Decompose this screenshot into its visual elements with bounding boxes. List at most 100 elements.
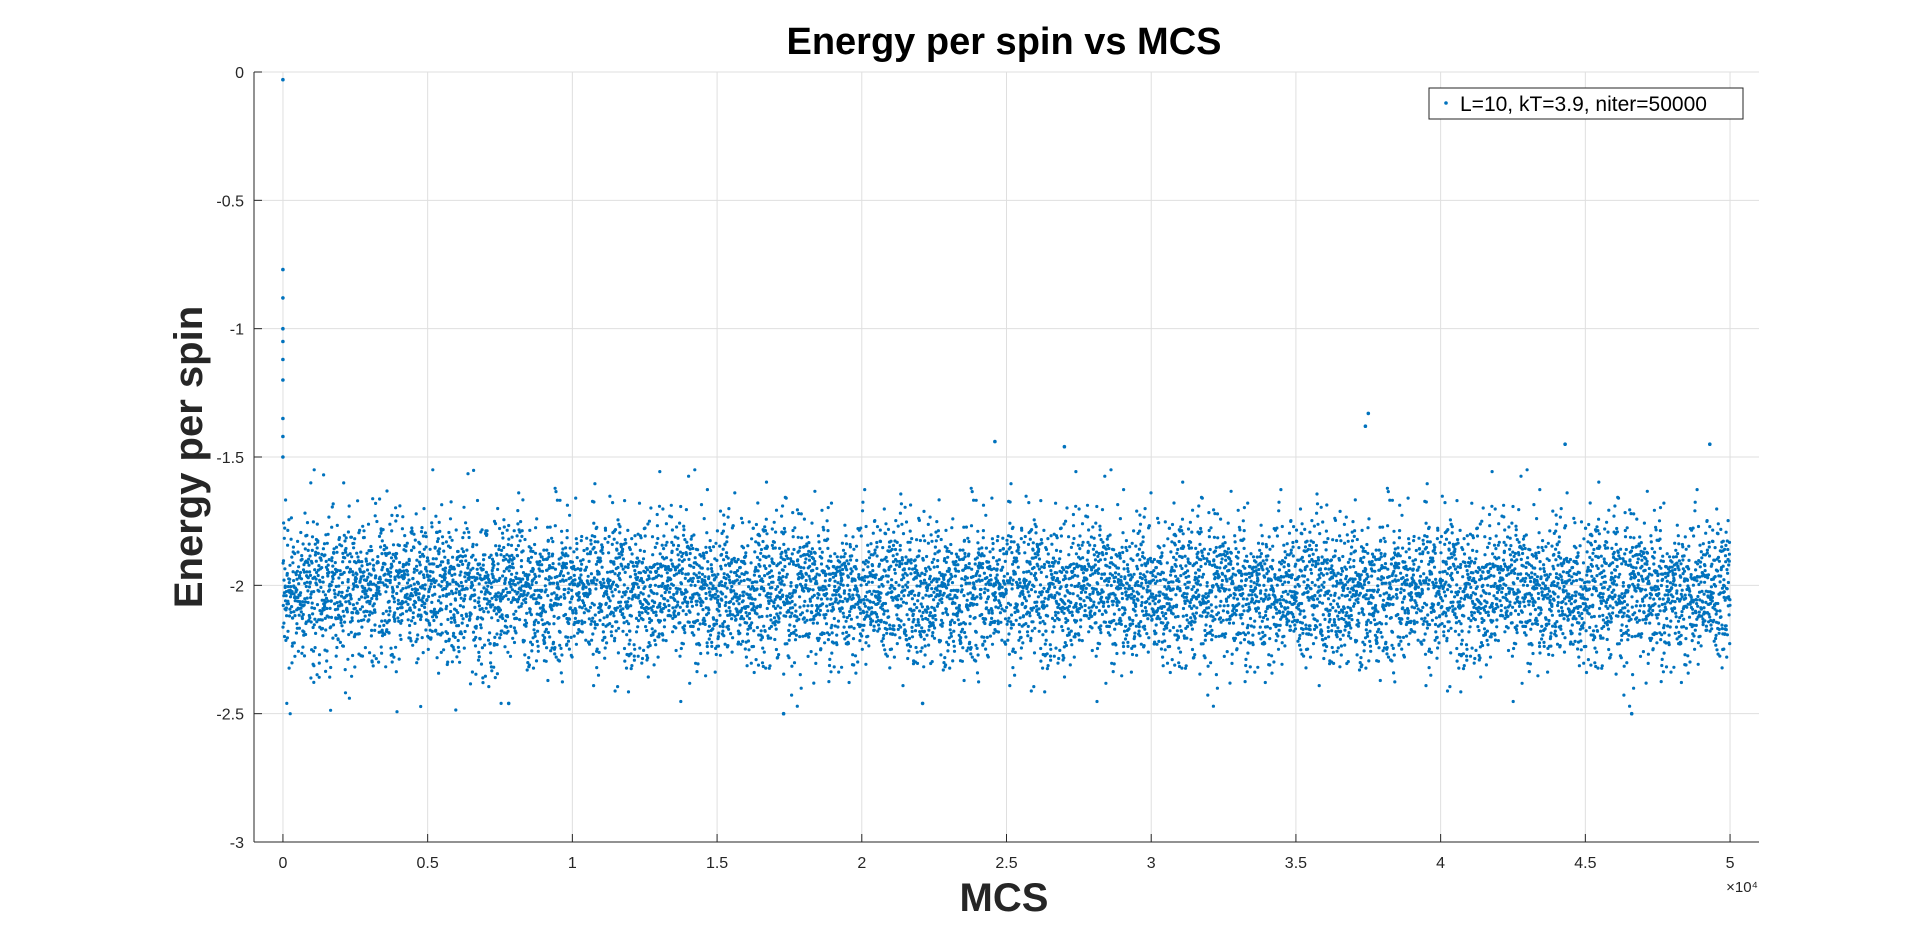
scatter-point <box>755 625 760 630</box>
scatter-point <box>632 643 636 647</box>
scatter-point <box>1014 556 1019 560</box>
scatter-point <box>786 556 790 561</box>
scatter-point <box>942 577 946 582</box>
scatter-point <box>490 585 494 589</box>
scatter-point <box>943 557 947 561</box>
scatter-point <box>463 593 467 598</box>
scatter-point <box>514 609 518 613</box>
scatter-point <box>390 660 394 664</box>
scatter-point <box>931 631 935 635</box>
scatter-point <box>833 593 838 597</box>
scatter-point <box>356 555 360 559</box>
scatter-point <box>323 553 327 557</box>
scatter-point <box>299 591 303 595</box>
scatter-point <box>458 660 462 664</box>
scatter-point <box>849 625 853 629</box>
scatter-point <box>745 632 750 636</box>
scatter-point <box>980 578 984 582</box>
scatter-point <box>1055 571 1059 575</box>
scatter-point <box>300 616 304 621</box>
scatter-point <box>826 506 830 510</box>
scatter-point <box>443 569 447 573</box>
scatter-point <box>712 617 716 621</box>
scatter-point <box>410 619 414 623</box>
scatter-point <box>1067 553 1071 557</box>
scatter-point <box>657 504 662 508</box>
scatter-point <box>773 546 777 550</box>
scatter-point <box>289 516 293 520</box>
scatter-point <box>655 562 660 566</box>
scatter-point <box>928 611 933 615</box>
scatter-point <box>305 596 309 600</box>
scatter-point <box>483 643 487 647</box>
scatter-point <box>1019 656 1023 660</box>
scatter-point <box>1039 659 1043 663</box>
scatter-point <box>379 645 383 649</box>
scatter-point <box>327 615 331 619</box>
scatter-point <box>1053 559 1057 563</box>
scatter-point <box>706 611 711 615</box>
scatter-point <box>489 605 493 609</box>
scatter-point <box>794 609 798 613</box>
scatter-point <box>593 620 597 624</box>
scatter-point <box>431 610 436 614</box>
scatter-point <box>341 629 345 633</box>
scatter-point <box>637 593 641 598</box>
scatter-point <box>370 628 374 633</box>
scatter-point <box>844 630 849 635</box>
scatter-point <box>284 594 288 598</box>
scatter-point <box>284 498 288 502</box>
scatter-point <box>509 543 514 548</box>
scatter-point <box>331 577 335 581</box>
scatter-point <box>623 570 627 575</box>
scatter-point <box>440 580 444 584</box>
scatter-point <box>722 513 726 517</box>
scatter-point <box>605 592 609 597</box>
scatter-point <box>659 574 664 578</box>
scatter-point <box>372 602 376 606</box>
scatter-point <box>490 557 495 561</box>
scatter-point <box>682 627 686 632</box>
scatter-point <box>335 523 339 528</box>
scatter-point <box>764 555 768 560</box>
scatter-point <box>363 614 367 618</box>
scatter-point <box>761 646 765 650</box>
scatter-point <box>549 576 553 580</box>
scatter-point <box>577 595 581 599</box>
scatter-point <box>794 633 799 637</box>
scatter-point <box>875 545 879 549</box>
scatter-point <box>466 566 470 570</box>
scatter-point <box>1045 575 1049 579</box>
scatter-point <box>380 628 384 632</box>
scatter-point <box>1076 543 1080 547</box>
scatter-point <box>412 582 416 586</box>
scatter-point <box>898 511 903 515</box>
scatter-point <box>590 638 594 642</box>
scatter-point <box>343 691 348 695</box>
scatter-point <box>649 506 653 510</box>
scatter-point <box>559 595 563 599</box>
scatter-point <box>700 566 704 570</box>
scatter-point <box>487 579 491 583</box>
scatter-point <box>922 578 927 582</box>
scatter-point <box>350 616 354 620</box>
scatter-point <box>603 528 608 532</box>
scatter-point <box>960 659 965 663</box>
scatter-point <box>511 596 515 600</box>
scatter-point <box>596 673 601 677</box>
scatter-point <box>338 600 342 604</box>
scatter-point <box>528 610 532 614</box>
scatter-point <box>1065 570 1069 574</box>
scatter-point <box>752 573 757 577</box>
scatter-point <box>807 574 811 578</box>
scatter-point <box>939 618 944 622</box>
scatter-point <box>306 576 310 580</box>
scatter-point <box>1005 605 1009 610</box>
scatter-point <box>593 535 597 539</box>
scatter-point <box>451 592 455 596</box>
scatter-point <box>461 536 465 540</box>
scatter-point <box>624 590 628 594</box>
scatter-point <box>962 538 967 543</box>
scatter-point <box>604 601 608 605</box>
scatter-point <box>351 653 355 658</box>
